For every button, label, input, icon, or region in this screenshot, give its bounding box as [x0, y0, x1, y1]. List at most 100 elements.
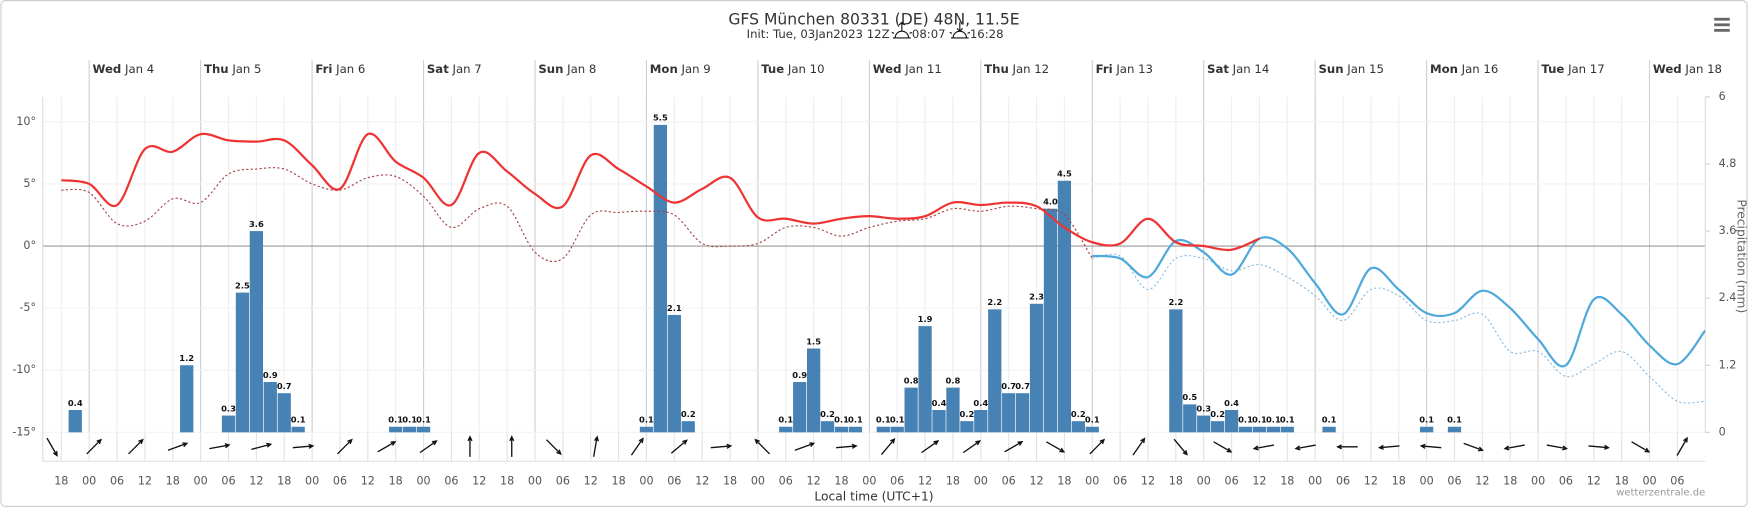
bar-value-label: 3.6: [249, 219, 264, 229]
bar-value-label: 4.5: [1057, 169, 1072, 179]
x-tick-label: 00: [416, 474, 430, 487]
menu-button[interactable]: [1714, 17, 1730, 32]
wind-arrow: [1173, 438, 1188, 456]
day-date: Jan 4: [124, 62, 154, 76]
wind-arrow: [1252, 444, 1275, 451]
menu-bar[interactable]: [1714, 17, 1730, 21]
wind-arrow: [1463, 442, 1484, 452]
precipitation-bar: [834, 426, 849, 433]
day-weekday: Fri: [1096, 62, 1113, 76]
day-weekday: Sun: [1319, 62, 1344, 76]
bar-value-label: 2.2: [1168, 297, 1183, 307]
precipitation-bar: [291, 426, 305, 433]
x-tick-label: 06: [110, 474, 124, 487]
precipitation-bar: [277, 393, 291, 433]
precipitation-bar: [932, 409, 946, 433]
wind-arrow: [1046, 441, 1066, 453]
wind-arrow: [1503, 444, 1525, 451]
day-weekday: Mon: [1430, 62, 1458, 76]
x-tick-label: 06: [1336, 474, 1350, 487]
day-weekday: Wed: [93, 62, 122, 76]
precipitation-bar: [681, 421, 695, 433]
x-tick-label: 18: [500, 474, 514, 487]
wind-arrow: [1089, 438, 1106, 455]
precipitation-bar: [1224, 409, 1239, 433]
x-tick-label: 12: [1364, 474, 1378, 487]
x-tick-label: 12: [249, 474, 263, 487]
precipitation-bar: [918, 326, 932, 433]
precipitation-bar: [249, 231, 263, 433]
wind-arrow: [419, 440, 438, 454]
precipitation-bar: [820, 421, 835, 433]
bar-value-label: 0.1: [639, 415, 654, 425]
x-tick-label: 00: [751, 474, 765, 487]
x-tick-label: 00: [974, 474, 988, 487]
menu-bar[interactable]: [1714, 23, 1730, 27]
day-weekday: Tue: [761, 62, 784, 76]
wind-arrow: [962, 440, 982, 454]
x-tick-label: 18: [277, 474, 291, 487]
x-tick-label: 00: [194, 474, 208, 487]
x-tick-label: 00: [305, 474, 319, 487]
bar-value-label: 0.7: [1001, 381, 1016, 391]
wind-arrow: [1294, 444, 1316, 451]
x-tick-label: 06: [556, 474, 570, 487]
x-tick-label: 18: [723, 474, 737, 487]
wind-arrow: [46, 437, 58, 457]
day-weekday: Sat: [427, 62, 449, 76]
wind-arrow: [592, 435, 599, 457]
precipitation-bar: [180, 365, 194, 433]
precipitation-bar: [1057, 180, 1072, 433]
wind-arrow: [467, 435, 473, 457]
bar-value-label: 1.5: [806, 336, 821, 346]
wind-arrow: [1546, 444, 1569, 451]
y2-tick-label: 6: [1719, 90, 1726, 103]
precipitation-bar: [263, 382, 277, 433]
wind-arrow: [1377, 444, 1400, 450]
x-tick-label: 18: [1503, 474, 1517, 487]
x-tick-label: 00: [1531, 474, 1545, 487]
bar-value-label: 2.5: [235, 280, 250, 290]
x-tick-label: 18: [166, 474, 180, 487]
wind-arrow: [546, 439, 562, 456]
credit: wetterzentrale.de: [1616, 488, 1705, 499]
y2-tick-label: 0: [1719, 425, 1726, 438]
day-label: Tue Jan 17: [1541, 62, 1604, 76]
precipitation-bar: [389, 426, 403, 433]
wind-arrow: [754, 438, 771, 455]
y-tick-label: -15°: [12, 425, 36, 438]
sunset-icon: [949, 22, 971, 39]
x-tick-label: 06: [890, 474, 904, 487]
menu-bar[interactable]: [1714, 28, 1730, 32]
precipitation-bar: [876, 426, 890, 433]
y2-tick-label: 4.8: [1719, 157, 1737, 170]
day-label: Thu Jan 12: [984, 62, 1049, 76]
x-tick-label: 00: [1197, 474, 1211, 487]
chart-title: GFS München 80331 (DE) 48N, 11.5E: [728, 11, 1019, 29]
bar-value-label: 2.3: [1029, 292, 1044, 302]
bar-value-label: 0.1: [1419, 415, 1434, 425]
precipitation-bar: [235, 292, 250, 433]
precipitation-bar: [1183, 404, 1197, 433]
precipitation-bar: [1211, 421, 1225, 433]
day-label: Fri Jan 13: [1096, 62, 1153, 76]
x-tick-label: 06: [444, 474, 458, 487]
precipitation-bar: [793, 382, 807, 433]
wind-arrow: [1132, 437, 1146, 456]
x-tick-label: 00: [639, 474, 653, 487]
bar-value-label: 0.2: [1071, 409, 1086, 419]
bar-value-label: 0.2: [681, 409, 696, 419]
bar-value-label: 0.3: [1196, 403, 1211, 413]
precipitation-bar: [1043, 208, 1058, 433]
day-date: Jan 17: [1567, 62, 1605, 76]
wind-arrow: [509, 435, 515, 457]
x-tick-label: 18: [1615, 474, 1629, 487]
precipitation-bar: [1085, 426, 1099, 433]
wind-arrow: [377, 441, 397, 453]
precipitation-bar: [1447, 426, 1462, 433]
x-tick-label: 12: [807, 474, 821, 487]
bar-value-label: 0.1: [1238, 415, 1253, 425]
bar-value-label: 0.1: [1085, 415, 1100, 425]
